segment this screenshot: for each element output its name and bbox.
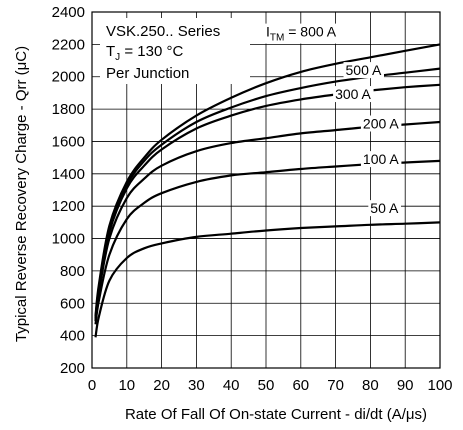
y-tick-label: 2000	[52, 69, 85, 86]
series-label-300-a: 300 A	[333, 86, 374, 103]
series-label-text: 200 A	[363, 116, 399, 132]
series-label-text: 50 A	[370, 200, 399, 216]
series-label-background	[360, 115, 402, 132]
series-label-text: ITM = 800 A	[266, 24, 337, 44]
x-axis-title: Rate Of Fall Of On-state Current - di/dt…	[125, 406, 427, 423]
x-tick-label: 20	[153, 377, 170, 394]
annotation-background	[100, 18, 250, 84]
x-tick-label: 50	[258, 377, 275, 394]
series-line-800-a	[94, 43, 441, 317]
y-tick-label: 2400	[52, 4, 85, 21]
legend-value: = 800 A	[284, 24, 336, 40]
y-tick-label: 1000	[52, 231, 85, 248]
annotation-temperature-value: = 130 °C	[120, 43, 183, 60]
series-label-background	[343, 62, 385, 79]
series-label-background	[333, 86, 374, 103]
series-label-100-a: 100 A	[360, 151, 402, 168]
y-tick-label: 1200	[52, 198, 85, 215]
annotation-temperature-subscript: J	[115, 52, 120, 63]
x-tick-label: 80	[362, 377, 379, 394]
y-tick-label: 1800	[52, 101, 85, 118]
ticks: 0 10 20 30 40 50 60 70 80 90 100 200 400 600 800 1000 12…	[52, 4, 453, 394]
annotation-series: VSK.250.. Series	[106, 23, 220, 40]
y-tick-label: 200	[60, 360, 85, 377]
series-line-100-a	[94, 159, 441, 325]
y-tick-label: 600	[60, 295, 85, 312]
y-tick-label: 400	[60, 328, 85, 345]
x-tick-label: 40	[223, 377, 240, 394]
x-tick-label: 100	[427, 377, 452, 394]
series-label-200-a: 200 A	[360, 115, 402, 132]
y-tick-label: 2200	[52, 36, 85, 53]
y-tick-label: 800	[60, 263, 85, 280]
x-tick-label: 30	[188, 377, 205, 394]
legend-prefix: I	[266, 24, 270, 40]
annotation-temperature: TJ = 130 °C	[106, 43, 183, 63]
legend-prefix-subscript: TM	[270, 33, 284, 44]
series-label-background	[368, 200, 401, 217]
series-label-background	[264, 23, 339, 44]
y-axis-title: Typical Reverse Recovery Charge - Qrr (μ…	[13, 46, 30, 342]
plot-frame	[91, 11, 441, 369]
y-tick-label: 1600	[52, 133, 85, 150]
series-label-text: 300 A	[335, 86, 371, 102]
annotation-junction: Per Junction	[106, 65, 189, 82]
series-label-background	[360, 151, 402, 168]
series-line-50-a	[94, 221, 441, 338]
series-label-text: 100 A	[363, 151, 399, 167]
series-label-text: 500 A	[346, 62, 382, 78]
y-tick-label: 1400	[52, 166, 85, 183]
x-tick-label: 60	[292, 377, 309, 394]
x-tick-label: 0	[88, 377, 96, 394]
series-label-800-a: ITM = 800 A	[264, 23, 339, 44]
series-label-500-a: 500 A	[343, 62, 385, 79]
x-tick-label: 10	[118, 377, 135, 394]
series-label-50-a: 50 A	[368, 200, 401, 217]
series-lines: ITM = 800 A 500 A 300 A 200 A 100 A 50 A	[94, 23, 441, 338]
annotation-temperature-symbol: T	[106, 43, 115, 60]
x-tick-label: 90	[397, 377, 414, 394]
x-tick-label: 70	[327, 377, 344, 394]
